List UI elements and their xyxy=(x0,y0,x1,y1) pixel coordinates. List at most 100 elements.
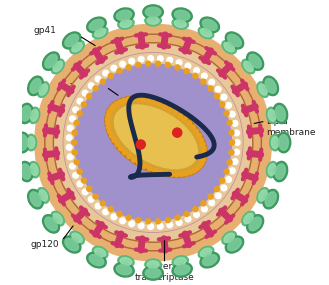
Circle shape xyxy=(179,172,184,177)
Circle shape xyxy=(53,43,253,242)
Circle shape xyxy=(55,44,251,241)
Circle shape xyxy=(158,170,163,175)
Ellipse shape xyxy=(53,213,63,224)
Circle shape xyxy=(209,79,215,85)
Circle shape xyxy=(230,140,235,145)
Ellipse shape xyxy=(28,76,43,95)
Circle shape xyxy=(95,203,101,209)
Ellipse shape xyxy=(87,17,106,33)
Ellipse shape xyxy=(65,34,79,47)
Ellipse shape xyxy=(225,236,244,253)
Ellipse shape xyxy=(51,59,64,74)
Circle shape xyxy=(215,193,221,199)
Circle shape xyxy=(77,169,82,174)
Circle shape xyxy=(165,217,170,223)
Circle shape xyxy=(103,209,109,215)
Ellipse shape xyxy=(89,255,104,266)
Ellipse shape xyxy=(174,10,190,20)
Ellipse shape xyxy=(65,238,79,251)
Ellipse shape xyxy=(263,190,279,209)
Circle shape xyxy=(114,101,119,106)
Ellipse shape xyxy=(21,164,31,179)
Circle shape xyxy=(202,146,206,151)
Ellipse shape xyxy=(249,217,261,231)
Circle shape xyxy=(167,222,173,228)
Ellipse shape xyxy=(53,61,63,72)
Circle shape xyxy=(45,34,262,251)
Circle shape xyxy=(220,178,225,183)
Circle shape xyxy=(184,171,188,176)
Circle shape xyxy=(215,93,219,99)
Text: gp41: gp41 xyxy=(34,26,56,35)
Circle shape xyxy=(185,63,191,69)
Circle shape xyxy=(158,56,163,62)
Ellipse shape xyxy=(198,27,214,39)
Ellipse shape xyxy=(172,8,192,23)
Circle shape xyxy=(111,214,117,220)
Circle shape xyxy=(191,125,195,129)
Circle shape xyxy=(132,158,136,162)
Circle shape xyxy=(234,149,240,155)
Circle shape xyxy=(147,166,152,171)
Circle shape xyxy=(201,201,206,206)
Circle shape xyxy=(106,113,111,118)
Circle shape xyxy=(201,158,205,162)
Circle shape xyxy=(188,170,192,175)
Circle shape xyxy=(227,120,232,125)
Circle shape xyxy=(74,160,79,165)
Circle shape xyxy=(63,53,243,232)
Ellipse shape xyxy=(266,162,278,178)
Ellipse shape xyxy=(63,236,81,253)
Circle shape xyxy=(106,121,110,125)
Circle shape xyxy=(227,160,232,165)
Ellipse shape xyxy=(198,246,214,258)
Circle shape xyxy=(129,221,135,227)
Ellipse shape xyxy=(114,8,134,23)
Circle shape xyxy=(100,79,105,84)
Circle shape xyxy=(136,97,140,101)
Circle shape xyxy=(194,212,199,217)
Circle shape xyxy=(100,201,105,206)
Ellipse shape xyxy=(89,19,104,30)
Circle shape xyxy=(165,62,170,68)
Circle shape xyxy=(174,172,179,177)
Ellipse shape xyxy=(228,238,241,251)
Circle shape xyxy=(193,73,198,78)
Ellipse shape xyxy=(244,61,253,72)
Ellipse shape xyxy=(18,161,33,182)
Circle shape xyxy=(148,224,154,229)
Ellipse shape xyxy=(72,233,82,243)
Circle shape xyxy=(82,90,88,96)
Circle shape xyxy=(157,101,162,106)
Ellipse shape xyxy=(39,190,47,201)
Ellipse shape xyxy=(39,84,47,95)
Circle shape xyxy=(67,154,73,160)
Ellipse shape xyxy=(27,137,35,148)
Text: Reverse
transcriptase: Reverse transcriptase xyxy=(135,262,194,282)
Circle shape xyxy=(108,73,114,78)
Circle shape xyxy=(152,100,156,104)
Circle shape xyxy=(183,117,187,121)
Circle shape xyxy=(81,102,87,107)
Ellipse shape xyxy=(172,256,189,267)
Ellipse shape xyxy=(268,109,276,121)
Ellipse shape xyxy=(145,259,161,270)
Ellipse shape xyxy=(92,246,108,258)
Circle shape xyxy=(173,128,182,137)
Circle shape xyxy=(194,129,198,134)
Circle shape xyxy=(226,103,231,108)
Circle shape xyxy=(146,98,151,103)
Circle shape xyxy=(126,97,131,102)
Ellipse shape xyxy=(72,42,82,52)
Ellipse shape xyxy=(271,137,279,148)
Circle shape xyxy=(72,140,77,145)
Ellipse shape xyxy=(174,258,186,265)
Circle shape xyxy=(136,62,141,68)
Circle shape xyxy=(176,220,182,225)
Circle shape xyxy=(122,98,126,103)
Ellipse shape xyxy=(30,109,38,121)
Ellipse shape xyxy=(29,107,40,123)
Ellipse shape xyxy=(257,188,269,203)
Ellipse shape xyxy=(247,215,264,233)
Circle shape xyxy=(185,216,191,222)
